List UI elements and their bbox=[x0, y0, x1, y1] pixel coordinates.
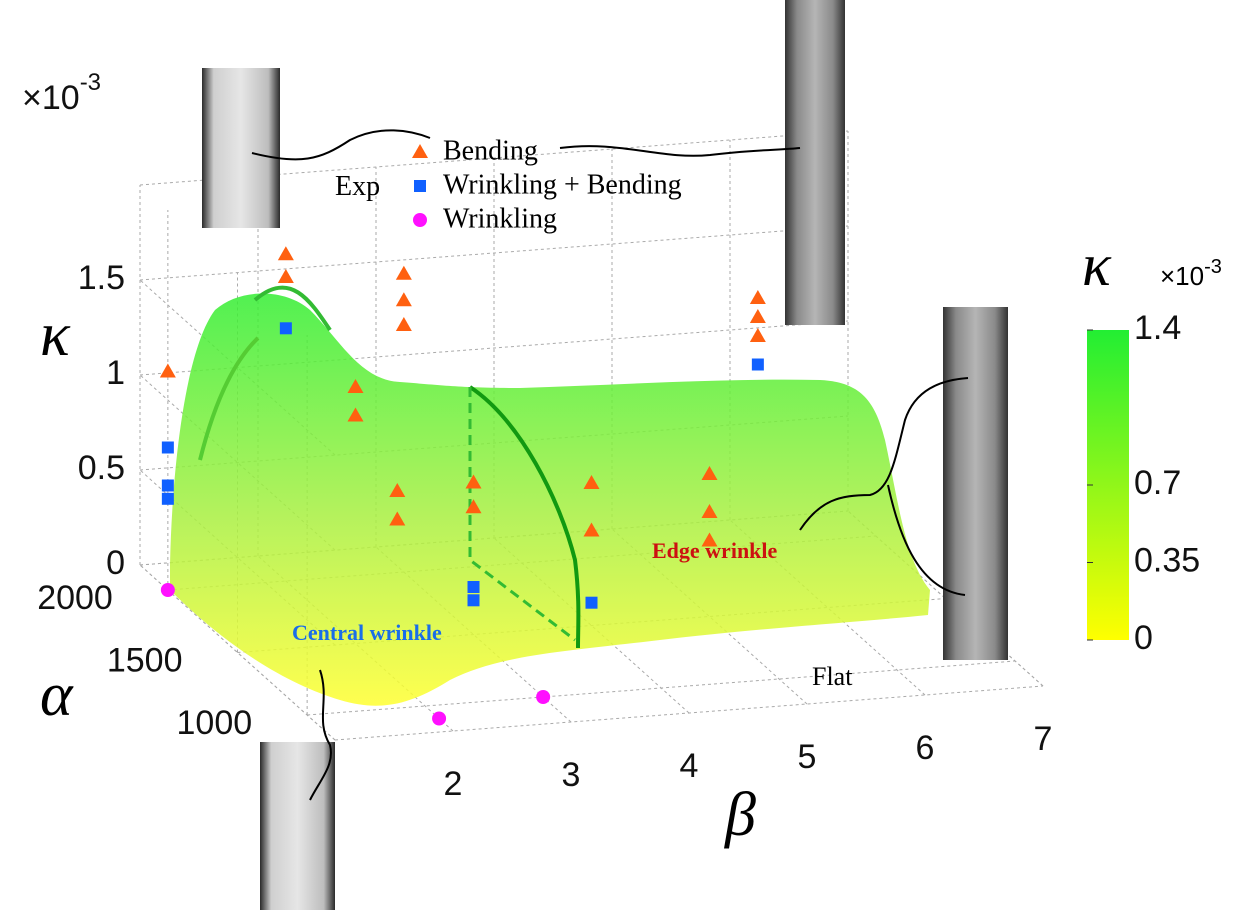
marker-square bbox=[414, 180, 426, 192]
legend-title: Exp bbox=[335, 171, 380, 202]
marker-triangle bbox=[347, 407, 364, 422]
marker-triangle bbox=[749, 309, 766, 323]
multiplier-exp: -3 bbox=[80, 69, 101, 96]
photo bbox=[202, 68, 280, 228]
grid-line bbox=[139, 320, 849, 376]
marker-triangle bbox=[465, 474, 482, 489]
multiplier-exp: -3 bbox=[1204, 256, 1222, 278]
colorbar: 0 0.35 0.7 1.4 κ ×10-3 bbox=[1082, 232, 1222, 657]
marker-triangle bbox=[389, 511, 406, 526]
marker-square bbox=[279, 322, 292, 335]
multiplier-base: ×10 bbox=[22, 79, 80, 117]
connector bbox=[799, 377, 969, 596]
colorbar-scale bbox=[1087, 330, 1129, 640]
marker-triangle bbox=[389, 483, 406, 497]
marker-triangle bbox=[347, 379, 364, 393]
annotation: Flat bbox=[812, 662, 853, 691]
boundary-curve bbox=[468, 385, 581, 649]
z-axis-label: α bbox=[40, 661, 74, 729]
colorbar-tick-label: 0.35 bbox=[1134, 541, 1200, 579]
colorbar-tick-label: 0.7 bbox=[1134, 464, 1181, 502]
marker-triangle bbox=[395, 317, 412, 331]
marker-triangle bbox=[583, 522, 600, 537]
markers bbox=[159, 246, 766, 726]
y-tick-label: 1.5 bbox=[78, 259, 125, 297]
marker-circle bbox=[536, 690, 551, 704]
annotation: Central wrinkle bbox=[292, 620, 442, 645]
marker-triangle bbox=[412, 144, 428, 158]
marker-triangle bbox=[277, 246, 294, 261]
y-tick-label: 1 bbox=[106, 354, 125, 392]
connector bbox=[251, 129, 431, 161]
marker-triangle bbox=[395, 292, 412, 307]
z-tick-label: 2000 bbox=[37, 579, 113, 617]
x-tick-label: 3 bbox=[562, 756, 581, 794]
marker-triangle bbox=[465, 499, 482, 514]
marker-square bbox=[467, 594, 480, 607]
x-tick-label: 2 bbox=[444, 765, 463, 803]
boundary-curve bbox=[198, 336, 260, 461]
grid-line bbox=[307, 660, 1016, 716]
photo bbox=[260, 742, 335, 910]
marker-square bbox=[161, 441, 174, 454]
marker-triangle bbox=[749, 328, 766, 342]
marker-triangle bbox=[277, 269, 294, 283]
x-tick-label: 4 bbox=[680, 747, 699, 785]
boundary-curve bbox=[468, 387, 576, 642]
fitted-surface bbox=[170, 293, 930, 706]
x-tick-label: 5 bbox=[798, 738, 817, 776]
annotation: Edge wrinkle bbox=[652, 538, 778, 563]
legend-label: Bending bbox=[443, 135, 538, 166]
marker-square bbox=[751, 358, 764, 371]
photo bbox=[943, 307, 1008, 660]
multiplier: ×10-3 bbox=[22, 69, 101, 117]
z-tick-label: 1500 bbox=[107, 641, 183, 679]
y-tick-label: 0 bbox=[106, 544, 125, 582]
marker-square bbox=[161, 479, 174, 492]
grid-line bbox=[139, 225, 849, 281]
colorbar-label: κ bbox=[1082, 232, 1112, 298]
y-axis-label: κ bbox=[40, 301, 71, 369]
marker-triangle bbox=[159, 363, 176, 378]
multiplier-base: ×10 bbox=[1160, 261, 1204, 291]
marker-circle bbox=[160, 583, 175, 597]
marker-square bbox=[585, 596, 598, 609]
legend-label: Wrinkling + Bending bbox=[443, 169, 682, 200]
marker-circle bbox=[432, 711, 447, 726]
marker-square bbox=[467, 581, 480, 593]
connector bbox=[559, 145, 801, 157]
y-tick-label: 0.5 bbox=[78, 449, 125, 487]
marker-triangle bbox=[701, 532, 718, 547]
marker-triangle bbox=[701, 466, 718, 480]
marker-triangle bbox=[749, 290, 766, 304]
x-axis-label: β bbox=[724, 781, 756, 849]
marker-square bbox=[161, 492, 174, 505]
colorbar-tick-label: 1.4 bbox=[1134, 309, 1181, 347]
colorbar-multiplier: ×10-3 bbox=[1160, 256, 1222, 291]
connector bbox=[309, 669, 332, 801]
colorbar-tick-label: 0 bbox=[1134, 619, 1153, 657]
boundary-curve bbox=[253, 285, 332, 332]
marker-circle bbox=[413, 213, 427, 227]
legend-label: Wrinkling bbox=[443, 203, 557, 234]
marker-triangle bbox=[701, 504, 718, 518]
marker-triangle bbox=[395, 265, 412, 280]
z-tick-label: 1000 bbox=[177, 704, 253, 742]
marker-triangle bbox=[583, 475, 600, 489]
x-tick-label: 6 bbox=[916, 729, 935, 767]
x-tick-label: 7 bbox=[1034, 720, 1053, 758]
photo bbox=[785, 0, 845, 325]
